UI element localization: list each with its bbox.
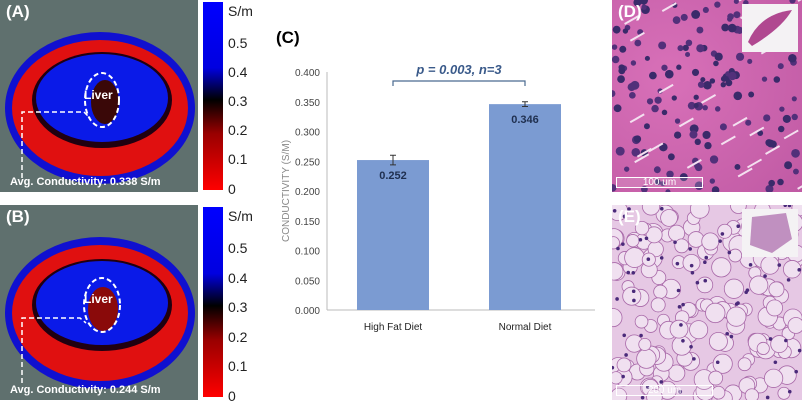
- colorbar-unit: S/m: [228, 3, 253, 19]
- colorbar-tick: 0: [228, 181, 236, 197]
- colorbar-unit: S/m: [228, 208, 253, 224]
- panel-a-label: (A): [6, 2, 30, 21]
- colorbar-tick: 0: [228, 388, 236, 404]
- conductivity-map-a: (A) Liver Avg. Conductivity: 0.338 S/m: [0, 0, 198, 192]
- x-tick-label: Normal Diet: [499, 322, 552, 333]
- y-tick-label: 0.050: [295, 276, 320, 287]
- significance-bracket: [392, 80, 526, 86]
- colorbar-tick: 0.4: [228, 64, 248, 80]
- x-tick-label: High Fat Diet: [364, 322, 423, 333]
- colorbar-tick: 0.3: [228, 93, 248, 109]
- scale-bar-e: 200 um: [616, 385, 713, 396]
- bar-chart: 0.000 0.050 0.100 0.150 0.200 0.250 0.300 0.350…: [281, 62, 595, 333]
- histology-image-d: (D) 100 um: [612, 0, 802, 192]
- tissue-inset-e: [742, 209, 798, 257]
- data-label: 0.252: [379, 170, 407, 182]
- colorbar-tick: 0.5: [228, 240, 248, 256]
- colorbar-tick: 0.1: [228, 151, 248, 167]
- conductivity-map-b: (B) Liver Avg. Conductivity: 0.244 S/m: [0, 205, 198, 400]
- colorbar-tick: 0.3: [228, 299, 248, 315]
- scale-bar-d: 100 um: [616, 177, 703, 188]
- avg-conductivity-b: Avg. Conductivity: 0.244 S/m: [10, 384, 161, 396]
- bar-0: [357, 160, 429, 310]
- colorbar-a: [203, 2, 223, 190]
- tissue-inset-d: [742, 4, 798, 52]
- y-axis-label: CONDUCTIVITY (S/M): [281, 140, 292, 242]
- error-bar: [522, 101, 528, 108]
- liver-label: Liver: [84, 88, 113, 102]
- liver-label: Liver: [84, 292, 113, 306]
- error-bar: [390, 154, 396, 166]
- y-tick-label: 0.150: [295, 217, 320, 228]
- avg-conductivity-a: Avg. Conductivity: 0.338 S/m: [10, 176, 161, 188]
- y-tick-label: 0.250: [295, 157, 320, 168]
- map-a-image: [5, 32, 195, 184]
- panel-d-label: (D): [618, 2, 642, 21]
- histology-image-e: (E) 200 um: [612, 205, 802, 400]
- y-tick-label: 0.000: [295, 306, 320, 317]
- histology-e-texture: [612, 205, 802, 400]
- p-value-annotation: p = 0.003, n=3: [415, 62, 502, 77]
- y-tick-label: 0.300: [295, 128, 320, 139]
- bar-1: [489, 104, 561, 310]
- panel-e-label: (E): [618, 207, 641, 226]
- colorbar-b: [203, 207, 223, 397]
- y-tick-label: 0.100: [295, 247, 320, 258]
- colorbar-tick: 0.1: [228, 358, 248, 374]
- colorbar-tick: 0.4: [228, 270, 248, 286]
- y-tick-label: 0.200: [295, 187, 320, 198]
- colorbar-tick: 0.5: [228, 35, 248, 51]
- panel-b-label: (B): [6, 207, 30, 226]
- map-b-image: [5, 237, 195, 389]
- colorbar-tick: 0.2: [228, 329, 248, 345]
- data-label: 0.346: [511, 114, 539, 126]
- panel-c-label: (C): [276, 28, 300, 47]
- y-tick-label: 0.350: [295, 98, 320, 109]
- colorbar-tick: 0.2: [228, 122, 248, 138]
- y-tick-label: 0.400: [295, 68, 320, 79]
